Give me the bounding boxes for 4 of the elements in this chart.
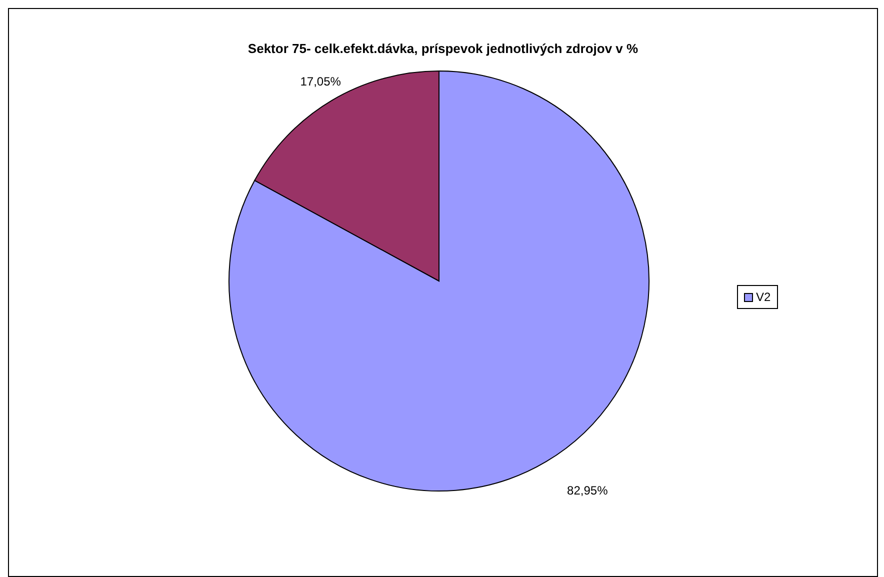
chart-title: Sektor 75- celk.efekt.dávka, príspevok jednotlivých zdrojov v % [246, 41, 640, 56]
legend-label: V2 [756, 289, 771, 305]
data-label: 17,05% [300, 74, 342, 88]
data-label: 82,95% [567, 484, 608, 498]
